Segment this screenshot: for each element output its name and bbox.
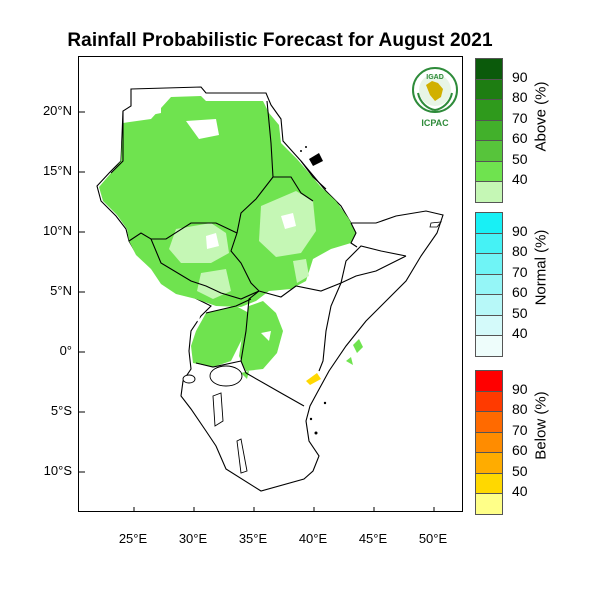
legend-above-swatch [475,140,503,162]
lon-label-25e: 25°E [118,531,148,546]
legend-below-swatch [475,472,503,494]
lat-label-20n: 20°N [42,103,72,118]
lon-label-40e: 40°E [298,531,328,546]
legend-normal-swatch [475,335,503,357]
legend-below-tick: 60 [512,442,528,458]
map-frame [78,56,463,512]
legend-normal-swatch [475,253,503,275]
legend-normal-swatch [475,232,503,254]
lat-label-5s: 5°S [50,403,72,418]
legend-above-swatch [475,181,503,203]
legend-normal-title: Normal (%) [532,229,550,306]
legend-normal-swatch [475,212,503,234]
legend-above-title: Above (%) [532,81,550,152]
legend-below-swatch [475,493,503,515]
legend-below-tick: 70 [512,421,528,438]
legend-above-swatch [475,160,503,182]
logo-igad-text: IGAD [426,74,444,81]
legend-normal-tick: 70 [512,263,528,280]
legend-below-tick: 80 [512,401,528,417]
forecast-map [79,86,444,511]
legend-below-swatch [475,390,503,412]
legend-below-title: Below (%) [532,391,550,460]
legend-above-tick: 50 [512,150,528,167]
logo-icpac-text: ICPAC [421,118,449,128]
legend-normal-tick: 60 [512,284,528,300]
below-normal-patch [306,373,321,385]
legend-above-swatch [475,58,503,80]
lon-label-50e: 50°E [418,531,448,546]
legend-below-swatch [475,452,503,474]
legend-above-swatch [475,99,503,121]
lat-label-10s: 10°S [43,463,72,478]
legend-normal-swatch [475,294,503,316]
legend-above-tick: 70 [512,109,528,126]
legend-normal-tick: 50 [512,304,528,321]
legend-below-tick: 50 [512,462,528,479]
icpac-logo: IGAD ICPAC [412,67,458,128]
legend-below-tick: 40 [512,483,528,499]
map-title: Rainfall Probabilistic Forecast for Augu… [67,30,493,51]
lat-label-0: 0° [59,343,72,358]
legend-above-swatch [475,78,503,100]
lat-label-10n: 10°N [42,223,72,238]
legend-normal-swatch [475,314,503,336]
lat-label-5n: 5°N [50,283,72,298]
legend-normal-tick: 40 [512,325,528,341]
legend-above-tick: 90 [512,68,528,85]
lon-label-35e: 35°E [238,531,268,546]
lat-label-15n: 15°N [42,163,72,178]
legend-above-swatch [475,119,503,141]
legend-above-tick: 40 [512,171,528,187]
legend-below-tick: 90 [512,380,528,397]
lon-label-30e: 30°E [178,531,208,546]
legend-normal-tick: 80 [512,243,528,259]
legend-below-swatch [475,431,503,453]
legend-above-tick: 60 [512,130,528,146]
legend-below-swatch [475,411,503,433]
country-borders [110,100,407,407]
lon-label-45e: 45°E [358,531,388,546]
legend-normal-swatch [475,273,503,295]
legend-normal-tick: 90 [512,222,528,239]
legend-above-tick: 80 [512,89,528,105]
legend-below-swatch [475,370,503,392]
